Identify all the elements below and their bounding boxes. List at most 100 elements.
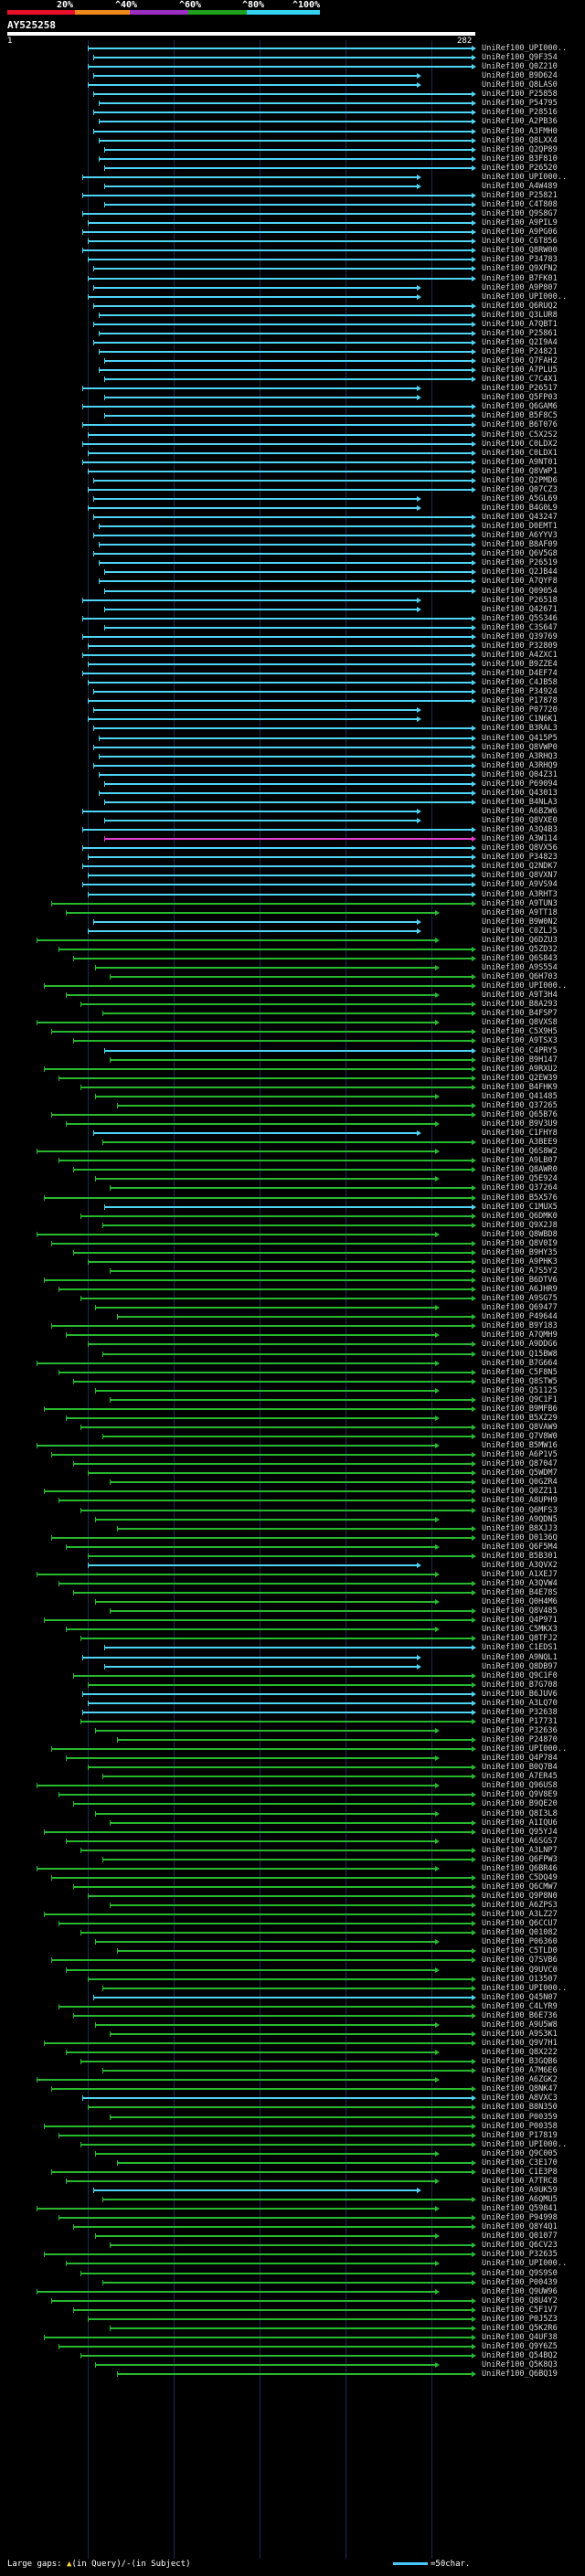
- hit-label[interactable]: UniRef100_Q43013: [482, 788, 558, 798]
- hit-bar[interactable]: [73, 2012, 476, 2019]
- hit-label[interactable]: UniRef100_B9HY35: [482, 1247, 558, 1257]
- hit-label[interactable]: UniRef100_P17878: [482, 696, 558, 706]
- hit-label[interactable]: UniRef100_Q51125: [482, 1385, 558, 1395]
- hit-label[interactable]: UniRef100_Q9Y6Z5: [482, 2342, 558, 2351]
- hit-bar[interactable]: [117, 1948, 476, 1955]
- hit-bar[interactable]: [73, 2224, 476, 2231]
- hit-label[interactable]: UniRef100_Q04Z31: [482, 769, 558, 779]
- hit-bar[interactable]: [99, 330, 476, 336]
- hit-label[interactable]: UniRef100_A9PG06: [482, 228, 558, 238]
- hit-label[interactable]: UniRef100_Q5K2R6: [482, 2323, 558, 2333]
- hit-label[interactable]: UniRef100_P26519: [482, 558, 558, 568]
- hit-bar[interactable]: [88, 505, 421, 511]
- hit-label[interactable]: UniRef100_A6JHR9: [482, 1285, 558, 1295]
- hit-bar[interactable]: [58, 1075, 476, 1081]
- hit-label[interactable]: UniRef100_A3W114: [482, 834, 558, 844]
- hit-bar[interactable]: [82, 1654, 421, 1660]
- hit-bar[interactable]: [99, 348, 476, 355]
- hit-label[interactable]: UniRef100_A9T3H4: [482, 991, 558, 1001]
- hit-bar[interactable]: [73, 1378, 476, 1384]
- hit-bar[interactable]: [104, 413, 476, 419]
- hit-label[interactable]: UniRef100_D0EMT1: [482, 522, 558, 532]
- hit-label[interactable]: UniRef100_B9H147: [482, 1055, 558, 1065]
- hit-bar[interactable]: [82, 211, 476, 217]
- hit-label[interactable]: UniRef100_Q8VX56: [482, 843, 558, 853]
- hit-bar[interactable]: [80, 2059, 476, 2065]
- hit-label[interactable]: UniRef100_A6BZW6: [482, 806, 558, 816]
- hit-bar[interactable]: [37, 1443, 440, 1449]
- hit-bar[interactable]: [95, 2362, 440, 2369]
- hit-bar[interactable]: [44, 1912, 476, 1918]
- hit-label[interactable]: UniRef100_Q8VWP0: [482, 742, 558, 752]
- hit-bar[interactable]: [95, 1305, 440, 1311]
- hit-label[interactable]: UniRef100_P34924: [482, 687, 558, 697]
- hit-label[interactable]: UniRef100_P26518: [482, 595, 558, 605]
- hit-bar[interactable]: [110, 1479, 476, 1486]
- hit-bar[interactable]: [58, 1792, 476, 1798]
- hit-label[interactable]: UniRef100_Q9XFN2: [482, 264, 558, 274]
- hit-bar[interactable]: [58, 946, 476, 952]
- hit-label[interactable]: UniRef100_A7QYF8: [482, 577, 558, 587]
- hit-label[interactable]: UniRef100_P69094: [482, 779, 558, 789]
- hit-label[interactable]: UniRef100_A3RHQ9: [482, 760, 558, 770]
- hit-bar[interactable]: [110, 1056, 476, 1063]
- hit-label[interactable]: UniRef100_Q6F5M4: [482, 1542, 558, 1552]
- hit-label[interactable]: UniRef100_Q4UF38: [482, 2332, 558, 2342]
- hit-label[interactable]: UniRef100_Q9UVC0: [482, 1965, 558, 1975]
- hit-bar[interactable]: [104, 202, 476, 208]
- hit-label[interactable]: UniRef100_UPI000..: [482, 1983, 568, 1993]
- hit-label[interactable]: UniRef100_Q415P5: [482, 733, 558, 743]
- hit-label[interactable]: UniRef100_B4G0L9: [482, 504, 558, 513]
- hit-bar[interactable]: [104, 376, 476, 383]
- hit-label[interactable]: UniRef100_UPI000..: [482, 44, 568, 53]
- hit-bar[interactable]: [37, 2206, 440, 2212]
- hit-label[interactable]: UniRef100_UPI000..: [482, 172, 568, 182]
- hit-label[interactable]: UniRef100_B8A293: [482, 1000, 558, 1010]
- hit-bar[interactable]: [99, 790, 476, 796]
- hit-bar[interactable]: [93, 91, 476, 98]
- hit-bar[interactable]: [95, 1727, 440, 1733]
- hit-bar[interactable]: [102, 1351, 476, 1357]
- hit-label[interactable]: UniRef100_C1EDS1: [482, 1643, 558, 1653]
- hit-label[interactable]: UniRef100_Q37265: [482, 1100, 558, 1110]
- hit-label[interactable]: UniRef100_B6JUV6: [482, 1689, 558, 1699]
- hit-label[interactable]: UniRef100_C1E3P8: [482, 2167, 558, 2177]
- hit-label[interactable]: UniRef100_C1N6K1: [482, 715, 558, 725]
- hit-label[interactable]: UniRef100_P49644: [482, 1312, 558, 1322]
- hit-bar[interactable]: [88, 1553, 476, 1559]
- hit-bar[interactable]: [104, 146, 476, 153]
- hit-label[interactable]: UniRef100_Q7SVB6: [482, 1956, 558, 1966]
- hit-label[interactable]: UniRef100_B8XJJ3: [482, 1523, 558, 1533]
- hit-bar[interactable]: [95, 2233, 440, 2240]
- hit-label[interactable]: UniRef100_Q9V8E9: [482, 1790, 558, 1800]
- hit-label[interactable]: UniRef100_C0LDX1: [482, 448, 558, 458]
- hit-label[interactable]: UniRef100_Q8V485: [482, 1606, 558, 1617]
- hit-label[interactable]: UniRef100_A3QVX2: [482, 1560, 558, 1570]
- hit-label[interactable]: UniRef100_D0136Q: [482, 1532, 558, 1542]
- hit-label[interactable]: UniRef100_Q6CMW7: [482, 1882, 558, 1892]
- hit-bar[interactable]: [82, 248, 476, 254]
- hit-label[interactable]: UniRef100_Q59841: [482, 2204, 558, 2214]
- hit-bar[interactable]: [102, 1140, 476, 1146]
- hit-label[interactable]: UniRef100_P34823: [482, 853, 558, 863]
- hit-bar[interactable]: [82, 440, 476, 447]
- hit-bar[interactable]: [117, 1314, 476, 1320]
- hit-label[interactable]: UniRef100_C4T808: [482, 200, 558, 210]
- hit-label[interactable]: UniRef100_UPI000..: [482, 2259, 568, 2269]
- hit-bar[interactable]: [93, 1994, 476, 2000]
- hit-bar[interactable]: [93, 762, 476, 769]
- hit-label[interactable]: UniRef100_A7PLU5: [482, 366, 558, 376]
- hit-label[interactable]: UniRef100_A9UK59: [482, 2185, 558, 2195]
- hit-bar[interactable]: [88, 2104, 476, 2111]
- hit-bar[interactable]: [80, 1002, 476, 1008]
- hit-label[interactable]: UniRef100_C5F8N5: [482, 1367, 558, 1377]
- hit-label[interactable]: UniRef100_P34783: [482, 255, 558, 265]
- hit-label[interactable]: UniRef100_A6QMU5: [482, 2195, 558, 2205]
- hit-bar[interactable]: [51, 1746, 476, 1753]
- hit-label[interactable]: UniRef100_Q01082: [482, 1928, 558, 1938]
- hit-label[interactable]: UniRef100_A9TT18: [482, 907, 558, 917]
- hit-label[interactable]: UniRef100_A9QDN5: [482, 1514, 558, 1524]
- hit-label[interactable]: UniRef100_B7FK01: [482, 273, 558, 283]
- hit-label[interactable]: UniRef100_B3F810: [482, 154, 558, 164]
- hit-bar[interactable]: [51, 900, 476, 906]
